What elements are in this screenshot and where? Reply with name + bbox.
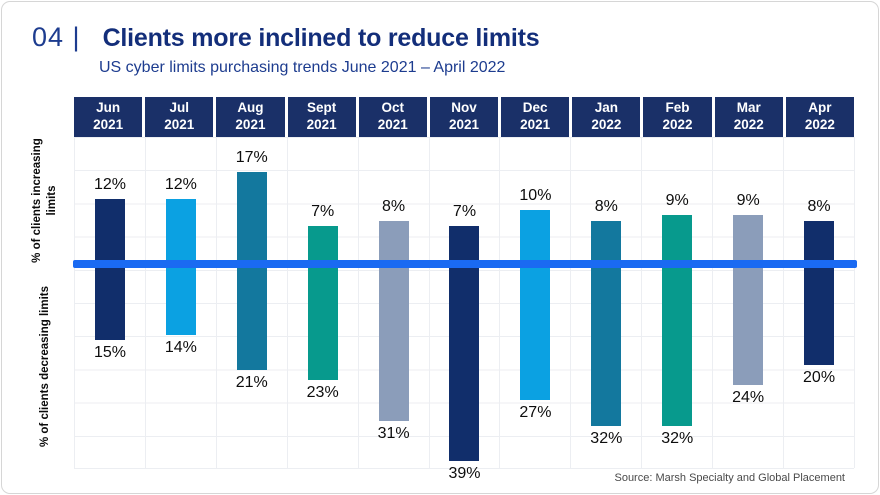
bar-increasing [591,220,622,264]
bar-increasing [804,220,835,264]
year-label: 2021 [164,117,195,132]
bar-value-increasing: 7% [311,203,335,221]
bar-decreasing [804,264,835,365]
year-label: 2021 [306,117,337,132]
year-label: 2021 [235,117,266,132]
bar-value-decreasing: 32% [661,429,694,447]
bar-value-decreasing: 20% [803,369,836,386]
month-header-nov: Nov 2021 [429,97,499,137]
month-label: Jun [96,100,121,116]
chart-column-oct: 8% 31% [359,137,430,468]
month-label: Jan [594,100,618,116]
month-label: Aug [237,100,264,116]
year-label: 2022 [804,117,835,132]
bar-decreasing [236,264,267,371]
month-header-aug: Aug 2021 [216,97,285,137]
chart-column-feb: 9% 32% [642,137,714,468]
bar-increasing [307,226,338,264]
bar-value-decreasing: 39% [448,464,481,482]
month-header-apr: Apr 2022 [785,97,854,137]
bar-value-decreasing: 31% [377,424,410,442]
bar-increasing [236,172,267,264]
bar-decreasing [733,264,764,386]
month-label: Mar [736,100,761,116]
bar-increasing [94,199,125,264]
chart-column-nov: 7% 39% [430,137,501,482]
month-label: Feb [665,100,690,116]
bar-decreasing [378,264,409,421]
chart-column-apr: 8% 20% [784,137,855,468]
y-axis-label-increasing: % of clients increasing limits [31,138,58,263]
bar-value-increasing: 7% [452,203,477,221]
bar-value-increasing: 10% [519,187,552,204]
month-header-dec: Dec 2021 [501,97,570,137]
month-label: Dec [522,100,548,116]
year-label: 2021 [93,117,124,132]
month-label: Oct [381,100,405,116]
chart-column-jun: 12% 15% [75,137,146,468]
title-row: 04 | Clients more inclined to reduce lim… [32,22,540,53]
month-header-row: Jun 2021 Jul 2021 Aug 2021 Sept 2021 Oct 2021 Nov 2… [74,97,854,137]
source-note: Source: Marsh Specialty and Global Place… [614,472,845,484]
chart-column-jan: 8% 32% [571,137,643,468]
bar-value-increasing: 8% [594,197,618,215]
month-label: Apr [808,100,832,116]
bar-value-increasing: 8% [382,197,406,215]
bar-value-increasing: 8% [807,197,831,215]
bar-value-decreasing: 15% [93,343,126,361]
bar-increasing [662,215,693,264]
year-label: 2021 [448,117,480,132]
bar-value-decreasing: 14% [164,338,197,356]
bar-decreasing [520,264,551,401]
bar-decreasing [449,264,480,461]
month-label: Nov [451,100,477,116]
bar-decreasing [165,264,196,335]
bar-value-increasing: 12% [93,176,126,194]
slide-number: 04 | [32,22,81,52]
month-header-jun: Jun 2021 [74,97,143,137]
bar-value-decreasing: 24% [732,389,765,407]
chart-column-dec: 10% 27% [500,137,572,468]
year-label: 2022 [733,117,764,132]
bar-decreasing [662,264,693,426]
bar-decreasing [94,264,125,340]
month-header-jan: Jan 2022 [572,97,641,137]
month-header-sept: Sept 2021 [287,97,356,137]
bar-value-increasing: 12% [164,176,197,194]
month-header-oct: Oct 2021 [358,97,427,137]
month-header-feb: Feb 2022 [643,97,712,137]
bar-value-decreasing: 21% [235,374,268,392]
chart-column-mar: 9% 24% [713,137,785,468]
month-header-mar: Mar 2022 [714,97,783,137]
y-axis-label-decreasing: % of clients decreasing limits [38,285,51,448]
month-label: Sept [306,100,337,116]
bar-value-decreasing: 27% [519,404,552,422]
bar-decreasing [307,264,338,381]
month-label: Jul [169,100,190,116]
bar-value-increasing: 9% [736,192,760,210]
year-label: 2021 [520,117,551,132]
year-label: 2022 [662,117,693,132]
bar-value-decreasing: 32% [590,429,623,447]
bar-increasing [733,215,764,264]
bar-increasing [520,210,551,264]
zero-baseline [73,260,857,268]
year-label: 2022 [591,117,622,132]
bar-value-decreasing: 23% [306,384,339,402]
bar-chart-plot: 12% 15% 12% 14% 17% 21% 7% 23% 8% 31% 7% 39% 10% 27% 8… [73,137,857,482]
chart-column-sept: 7% 23% [288,137,359,468]
bar-increasing [449,226,480,264]
bar-value-increasing: 9% [665,192,689,210]
page-subtitle: US cyber limits purchasing trends June 2… [99,59,506,76]
page-title: Clients more inclined to reduce limits [102,24,540,52]
chart-column-aug: 17% 21% [217,137,288,468]
chart-column-jul: 12% 14% [146,137,217,468]
bar-increasing [165,199,196,264]
bar-decreasing [591,264,622,426]
month-header-jul: Jul 2021 [145,97,214,137]
year-label: 2021 [377,117,408,132]
bar-increasing [378,220,409,264]
bar-value-increasing: 17% [235,149,268,167]
